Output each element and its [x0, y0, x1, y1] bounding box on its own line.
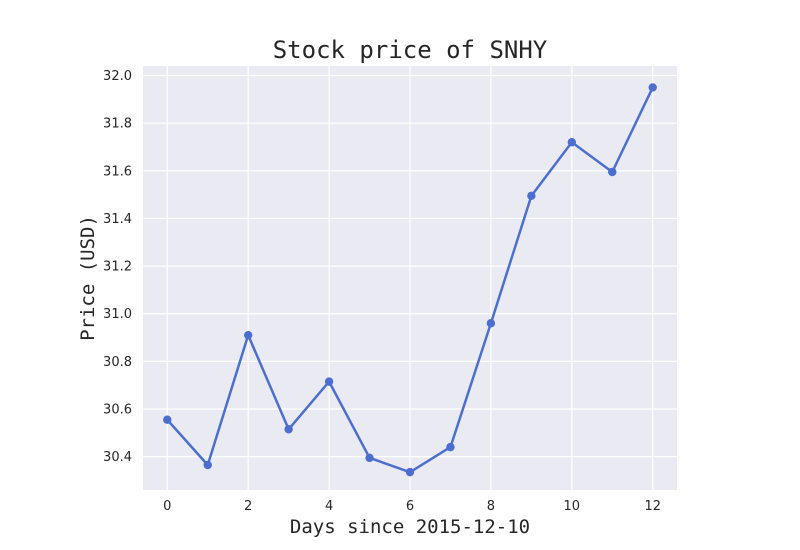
y-tick-label: 31.8: [103, 117, 132, 132]
y-tick-label: 30.4: [103, 450, 132, 465]
x-tick-label: 2: [244, 499, 252, 514]
x-tick-label: 4: [325, 499, 333, 514]
y-tick-label: 30.6: [103, 403, 132, 418]
data-point: [608, 167, 617, 177]
x-tick-label: 0: [163, 499, 171, 514]
data-point: [163, 415, 172, 424]
x-axis-ticks: 0 2 4 6 8 10 12: [163, 499, 661, 514]
y-tick-label: 32.0: [103, 69, 132, 84]
y-tick-label: 31.6: [103, 164, 132, 179]
data-point: [365, 453, 374, 463]
y-axis-ticks: 30.4 30.6 30.8 31.0 31.2 31.4 31.6 31.8 32.0: [103, 69, 132, 465]
y-tick-label: 31.0: [103, 307, 132, 322]
data-point: [203, 460, 212, 470]
data-point: [446, 442, 455, 452]
data-point: [405, 467, 415, 477]
series-layer: [163, 83, 657, 477]
data-point: [648, 83, 657, 92]
chart-title: Stock price of SNHY: [273, 36, 548, 64]
y-axis-label: Price (USD): [77, 215, 99, 341]
x-tick-label: 12: [644, 499, 661, 514]
data-point: [324, 377, 334, 386]
data-point: [567, 138, 577, 147]
data-point: [527, 191, 536, 201]
x-tick-label: 6: [406, 499, 414, 514]
data-point: [284, 425, 293, 434]
y-tick-label: 30.8: [103, 355, 132, 370]
y-tick-label: 31.2: [103, 260, 132, 275]
x-axis-label: Days since 2015-12-10: [290, 516, 530, 538]
data-point: [243, 330, 253, 340]
x-tick-label: 10: [564, 499, 581, 514]
data-point: [486, 319, 496, 328]
x-tick-label: 8: [487, 499, 495, 514]
grid-lines: [143, 66, 677, 490]
y-tick-label: 31.4: [103, 212, 132, 227]
